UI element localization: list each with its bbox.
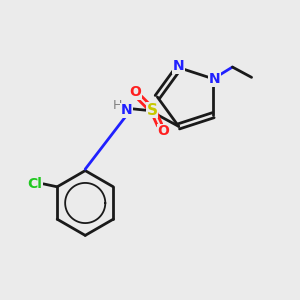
Text: Cl: Cl <box>28 177 43 191</box>
Text: S: S <box>147 103 158 118</box>
Text: O: O <box>130 85 141 99</box>
Text: O: O <box>158 124 169 138</box>
Text: N: N <box>209 72 220 86</box>
Text: N: N <box>121 103 132 117</box>
Text: H: H <box>113 99 122 112</box>
Text: N: N <box>173 59 184 73</box>
